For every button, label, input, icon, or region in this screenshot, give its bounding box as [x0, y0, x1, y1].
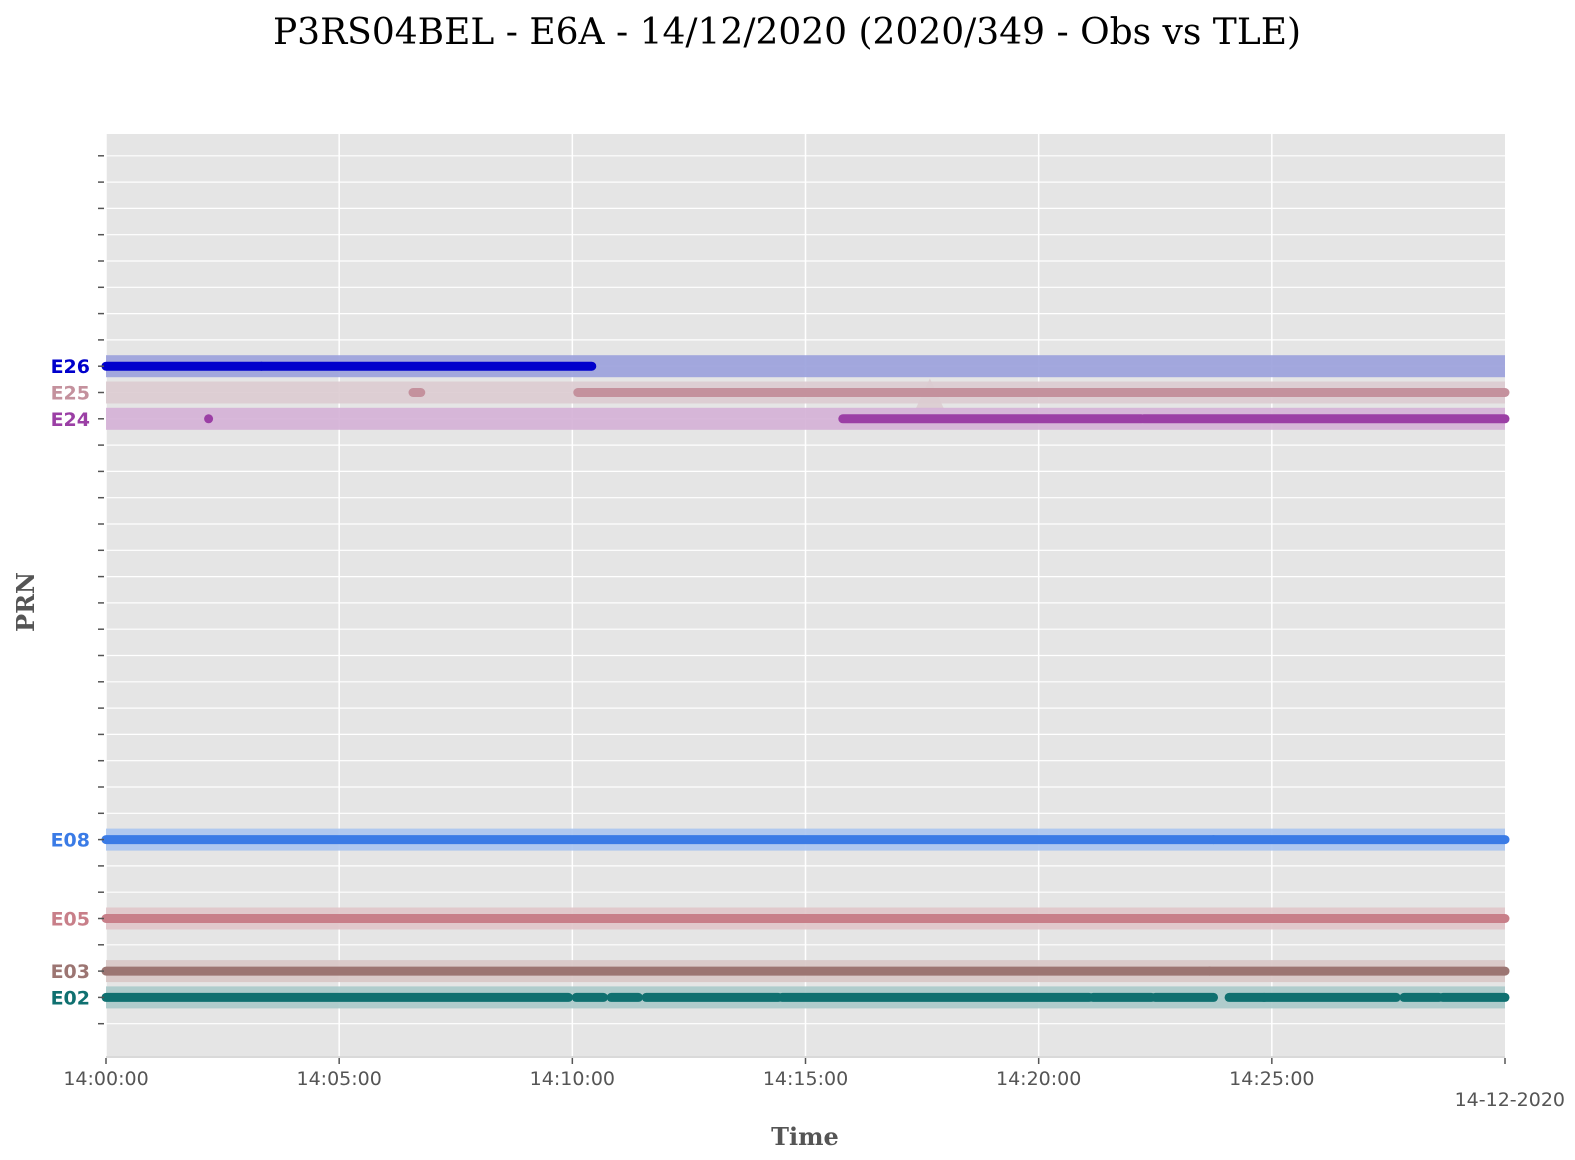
prn-label-e24: E24	[51, 409, 90, 431]
y-axis-labels: E26 E25 E24 E08 E05 E03 E02	[51, 356, 90, 1009]
chart-title: P3RS04BEL - E6A - 14/12/2020 (2020/349 -…	[273, 12, 1301, 53]
tle-band-e24	[106, 407, 1505, 430]
prn-label-e25: E25	[51, 383, 90, 405]
observation-lines	[101, 361, 1510, 1002]
x-axis-ticks: 14:00:00 14:05:00 14:10:00 14:15:00 14:20:00…	[63, 1058, 1506, 1090]
x-offset-label: 14-12-2020	[1455, 1089, 1565, 1111]
tle-band-e26	[106, 355, 1505, 378]
x-tick-label: 14:10:00	[530, 1068, 615, 1090]
prn-label-e26: E26	[51, 356, 90, 378]
prn-label-e03: E03	[51, 961, 90, 983]
x-tick-label: 14:15:00	[763, 1068, 848, 1090]
x-axis-label: Time	[771, 1122, 839, 1151]
x-tick-label: 14:05:00	[296, 1068, 381, 1090]
y-axis-label: PRN	[11, 572, 40, 632]
prn-label-e08: E08	[51, 830, 90, 852]
obs-point-e24	[204, 414, 214, 424]
x-tick-label: 14:20:00	[996, 1068, 1081, 1090]
x-tick-label: 14:00:00	[63, 1068, 148, 1090]
prn-label-e05: E05	[51, 909, 90, 931]
x-tick-label: 14:25:00	[1229, 1068, 1314, 1090]
y-axis-ticks	[98, 155, 104, 1025]
prn-label-e02: E02	[51, 987, 90, 1009]
